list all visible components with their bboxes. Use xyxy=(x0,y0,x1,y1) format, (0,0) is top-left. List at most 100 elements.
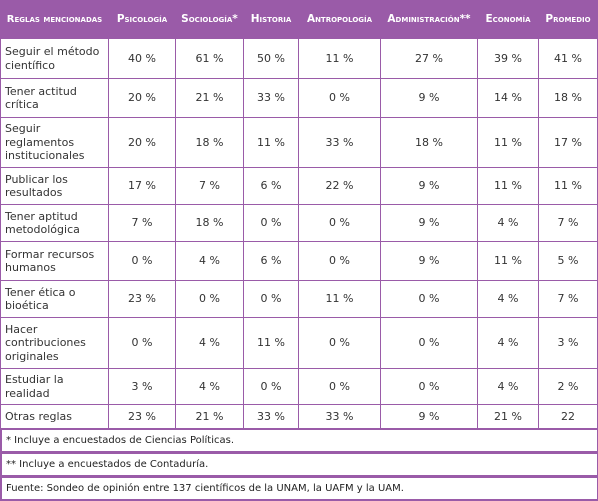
percentage-cell: 3 % xyxy=(538,317,598,369)
percentage-cell: 11 % xyxy=(538,167,598,205)
percentage-cell: 11 % xyxy=(477,241,539,281)
percentage-cell: 0 % xyxy=(298,204,381,242)
percentage-cell: 39 % xyxy=(477,38,539,79)
percentage-cell: 61 % xyxy=(175,38,244,79)
rule-label: Publicar los resultados xyxy=(0,167,109,205)
percentage-cell: 11 % xyxy=(477,117,539,168)
percentage-cell: 21 % xyxy=(175,404,244,429)
percentage-cell: 7 % xyxy=(175,167,244,205)
percentage-cell: 0 % xyxy=(380,368,478,405)
percentage-cell: 0 % xyxy=(298,368,381,405)
percentage-cell: 18 % xyxy=(175,204,244,242)
percentage-cell: 11 % xyxy=(243,117,299,168)
percentage-cell: 23 % xyxy=(108,404,176,429)
percentage-cell: 2 % xyxy=(538,368,598,405)
table-row: Hacer contribuciones originales 0 % 4 % 11 … xyxy=(0,317,598,369)
rule-label: Tener aptitud metodológica xyxy=(0,204,109,242)
rule-label: Seguir el método científico xyxy=(0,38,109,79)
percentage-cell: 0 % xyxy=(380,280,478,318)
percentage-cell: 27 % xyxy=(380,38,478,79)
percentage-cell: 17 % xyxy=(538,117,598,168)
percentage-cell: 0 % xyxy=(298,78,381,118)
footnote: ** Incluye a encuestados de Contaduría. xyxy=(0,453,598,477)
table-row: Tener aptitud metodológica 7 % 18 % 0 % 0 % 9… xyxy=(0,204,598,242)
percentage-cell: 4 % xyxy=(175,241,244,281)
percentage-cell: 21 % xyxy=(477,404,539,429)
percentage-cell: 7 % xyxy=(538,204,598,242)
column-header: Antropología xyxy=(298,0,381,39)
percentage-cell: 40 % xyxy=(108,38,176,79)
percentage-cell: 22 xyxy=(538,404,598,429)
percentage-cell: 4 % xyxy=(477,280,539,318)
percentage-cell: 4 % xyxy=(477,317,539,369)
percentage-cell: 18 % xyxy=(175,117,244,168)
percentage-cell: 17 % xyxy=(108,167,176,205)
percentage-cell: 3 % xyxy=(108,368,176,405)
table-row: Estudiar la realidad 3 % 4 % 0 % 0 % 0 % 4 % 2 … xyxy=(0,368,598,405)
percentage-cell: 9 % xyxy=(380,78,478,118)
percentage-cell: 0 % xyxy=(108,241,176,281)
percentage-cell: 0 % xyxy=(380,317,478,369)
column-header: Psicología xyxy=(108,0,176,39)
table-body: Seguir el método científico 40 % 61 % 50 % 1… xyxy=(0,38,598,429)
percentage-cell: 0 % xyxy=(243,368,299,405)
percentage-cell: 18 % xyxy=(380,117,478,168)
percentage-cell: 18 % xyxy=(538,78,598,118)
column-header: Sociología* xyxy=(175,0,244,39)
rule-label: Hacer contribuciones originales xyxy=(0,317,109,369)
percentage-cell: 33 % xyxy=(298,404,381,429)
column-header: Historia xyxy=(243,0,299,39)
table-row: Formar recursos humanos 0 % 4 % 6 % 0 % 9 % 11… xyxy=(0,241,598,281)
table-row: Tener actitud crítica 20 % 21 % 33 % 0 % 9 % 1… xyxy=(0,78,598,118)
table-row: Seguir reglamentos institucionales 20 % 18… xyxy=(0,117,598,168)
rule-label: Tener actitud crítica xyxy=(0,78,109,118)
percentage-cell: 9 % xyxy=(380,204,478,242)
percentage-cell: 0 % xyxy=(243,204,299,242)
rules-table: Reglas mencionadas Psicología Sociología* H… xyxy=(0,0,598,429)
percentage-cell: 41 % xyxy=(538,38,598,79)
percentage-cell: 11 % xyxy=(298,280,381,318)
percentage-cell: 9 % xyxy=(380,167,478,205)
percentage-cell: 4 % xyxy=(477,204,539,242)
rule-label: Otras reglas xyxy=(0,404,109,429)
column-header: Economía xyxy=(477,0,539,39)
percentage-cell: 33 % xyxy=(243,78,299,118)
notes: * Incluye a encuestados de Ciencias Polí… xyxy=(0,429,598,501)
column-header: Reglas mencionadas xyxy=(0,0,109,39)
percentage-cell: 4 % xyxy=(175,368,244,405)
column-header: Promedio xyxy=(538,0,598,39)
percentage-cell: 7 % xyxy=(538,280,598,318)
percentage-cell: 9 % xyxy=(380,241,478,281)
rule-label: Seguir reglamentos institucionales xyxy=(0,117,109,168)
percentage-cell: 50 % xyxy=(243,38,299,79)
percentage-cell: 33 % xyxy=(243,404,299,429)
percentage-cell: 6 % xyxy=(243,167,299,205)
percentage-cell: 6 % xyxy=(243,241,299,281)
table-row: Publicar los resultados 17 % 7 % 6 % 22 % 9 %… xyxy=(0,167,598,205)
percentage-cell: 20 % xyxy=(108,78,176,118)
percentage-cell: 0 % xyxy=(243,280,299,318)
percentage-cell: 23 % xyxy=(108,280,176,318)
column-header: Administración** xyxy=(380,0,478,39)
percentage-cell: 7 % xyxy=(108,204,176,242)
table-row: Tener ética o bioética 23 % 0 % 0 % 11 % 0 % 4… xyxy=(0,280,598,318)
percentage-cell: 11 % xyxy=(298,38,381,79)
table-row: Otras reglas 23 % 21 % 33 % 33 % 9 % 21 % 22 xyxy=(0,404,598,429)
percentage-cell: 9 % xyxy=(380,404,478,429)
percentage-cell: 33 % xyxy=(298,117,381,168)
rule-label: Estudiar la realidad xyxy=(0,368,109,405)
percentage-cell: 22 % xyxy=(298,167,381,205)
rule-label: Tener ética o bioética xyxy=(0,280,109,318)
source-note: Fuente: Sondeo de opinión entre 137 cien… xyxy=(0,477,598,501)
footnote: * Incluye a encuestados de Ciencias Polí… xyxy=(0,429,598,453)
percentage-cell: 4 % xyxy=(477,368,539,405)
percentage-cell: 14 % xyxy=(477,78,539,118)
percentage-cell: 0 % xyxy=(298,317,381,369)
percentage-cell: 11 % xyxy=(477,167,539,205)
percentage-cell: 5 % xyxy=(538,241,598,281)
header-row: Reglas mencionadas Psicología Sociología* H… xyxy=(0,0,598,39)
percentage-cell: 21 % xyxy=(175,78,244,118)
percentage-cell: 20 % xyxy=(108,117,176,168)
